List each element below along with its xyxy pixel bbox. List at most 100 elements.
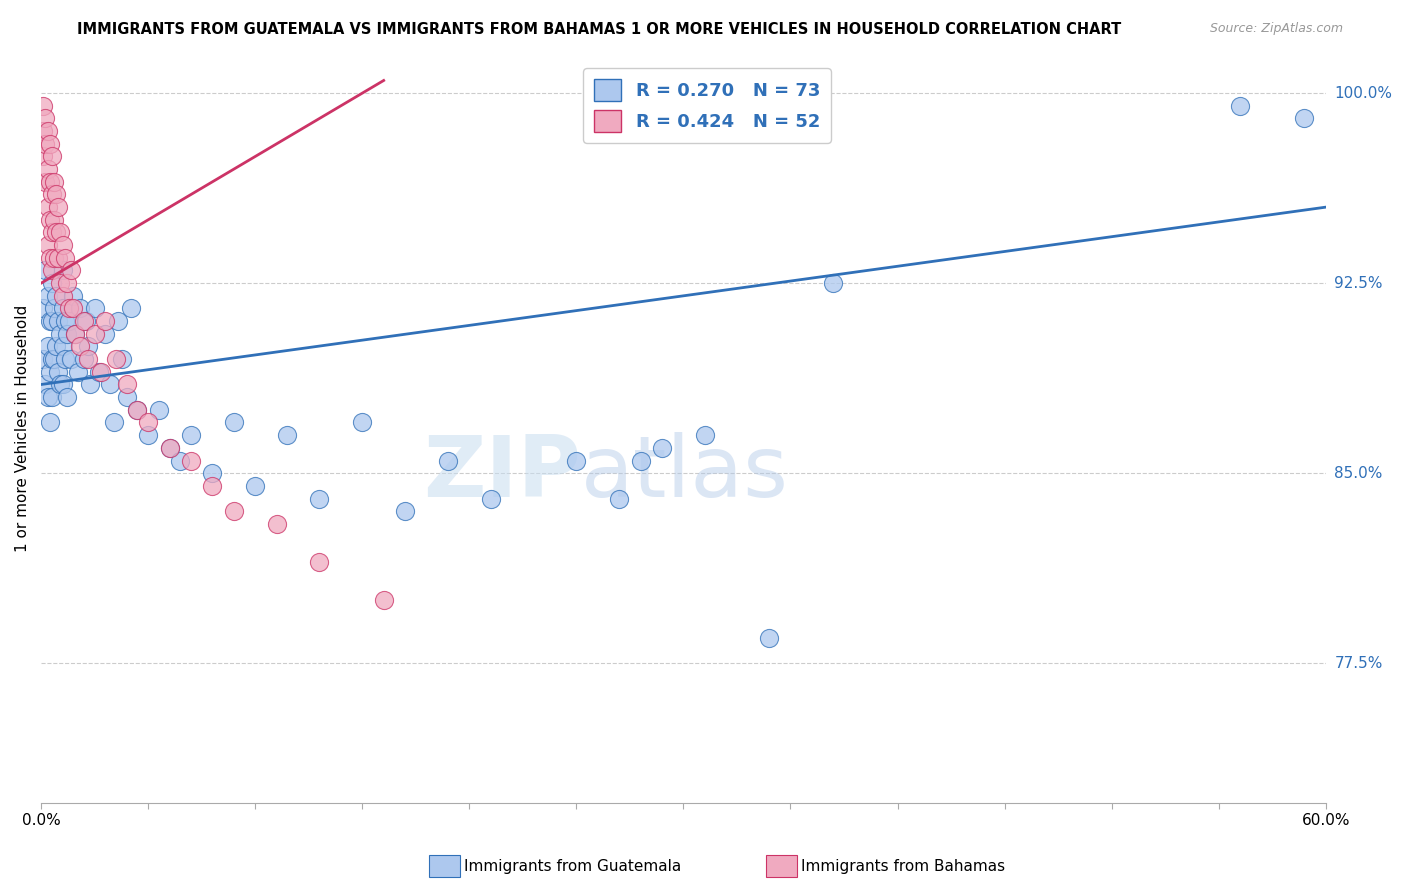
Text: Immigrants from Bahamas: Immigrants from Bahamas [801, 859, 1005, 874]
Point [42, 251, 65, 265]
Point [37, 200, 59, 214]
Point [201, 479, 224, 493]
Point [41, 263, 63, 277]
Point [373, 592, 395, 607]
Point [222, 416, 245, 430]
Point [437, 453, 460, 467]
Point [69, 339, 91, 353]
Point [98, 377, 121, 392]
Point [37, 238, 59, 252]
Point [42, 175, 65, 189]
Point [42, 301, 65, 316]
Point [136, 428, 159, 442]
Point [38, 365, 60, 379]
Point [276, 428, 298, 442]
Point [693, 428, 716, 442]
Point [58, 314, 80, 328]
Text: ZIP: ZIP [423, 433, 581, 516]
Point [120, 301, 142, 316]
Point [651, 441, 673, 455]
Point [37, 289, 59, 303]
Point [65, 326, 87, 341]
Point [201, 466, 224, 480]
Point [73, 352, 96, 367]
Point [111, 352, 134, 367]
Point [51, 238, 73, 252]
Text: 100.0%: 100.0% [1334, 86, 1392, 101]
Point [83, 326, 105, 341]
Point [41, 352, 63, 367]
Point [37, 124, 59, 138]
Point [758, 631, 780, 645]
Point [42, 212, 65, 227]
Point [308, 491, 330, 506]
Y-axis label: 1 or more Vehicles in Household: 1 or more Vehicles in Household [15, 305, 30, 552]
Point [148, 402, 170, 417]
Point [38, 175, 60, 189]
Text: 77.5%: 77.5% [1334, 656, 1382, 671]
Point [34, 263, 56, 277]
FancyBboxPatch shape [429, 855, 460, 878]
Point [41, 149, 63, 163]
Point [32, 301, 55, 316]
Point [62, 289, 84, 303]
Point [46, 200, 69, 214]
Point [245, 479, 267, 493]
Point [38, 251, 60, 265]
Point [308, 555, 330, 569]
Text: atlas: atlas [581, 433, 789, 516]
Point [115, 390, 138, 404]
Text: IMMIGRANTS FROM GUATEMALA VS IMMIGRANTS FROM BAHAMAS 1 OR MORE VEHICLES IN HOUSE: IMMIGRANTS FROM GUATEMALA VS IMMIGRANTS … [77, 22, 1122, 37]
Point [53, 314, 76, 328]
Point [94, 314, 117, 328]
Point [83, 301, 105, 316]
Point [38, 136, 60, 151]
Point [34, 175, 56, 189]
Point [51, 289, 73, 303]
Point [53, 251, 76, 265]
Point [49, 276, 72, 290]
Point [127, 402, 149, 417]
Point [105, 352, 128, 367]
Point [62, 301, 84, 316]
Point [32, 352, 55, 367]
Point [32, 149, 55, 163]
Point [34, 377, 56, 392]
Text: 85.0%: 85.0% [1334, 466, 1382, 481]
Point [41, 314, 63, 328]
Point [607, 491, 630, 506]
Point [94, 326, 117, 341]
Point [60, 263, 83, 277]
Point [41, 187, 63, 202]
Point [42, 352, 65, 367]
Point [127, 402, 149, 417]
Point [103, 416, 125, 430]
Point [159, 441, 181, 455]
Point [77, 352, 100, 367]
Point [37, 390, 59, 404]
Point [87, 365, 110, 379]
Point [79, 377, 101, 392]
Point [565, 453, 588, 467]
Point [136, 416, 159, 430]
Point [77, 339, 100, 353]
Point [53, 352, 76, 367]
Point [169, 453, 191, 467]
Point [49, 226, 72, 240]
Point [180, 428, 202, 442]
Text: Source: ZipAtlas.com: Source: ZipAtlas.com [1209, 22, 1343, 36]
Point [37, 339, 59, 353]
Point [46, 365, 69, 379]
Point [180, 453, 202, 467]
Point [159, 441, 181, 455]
Point [45, 339, 67, 353]
Point [34, 112, 56, 126]
Point [45, 226, 67, 240]
Point [60, 352, 83, 367]
Point [51, 301, 73, 316]
Point [38, 416, 60, 430]
Point [49, 326, 72, 341]
Point [58, 301, 80, 316]
Point [630, 453, 652, 467]
Point [45, 289, 67, 303]
